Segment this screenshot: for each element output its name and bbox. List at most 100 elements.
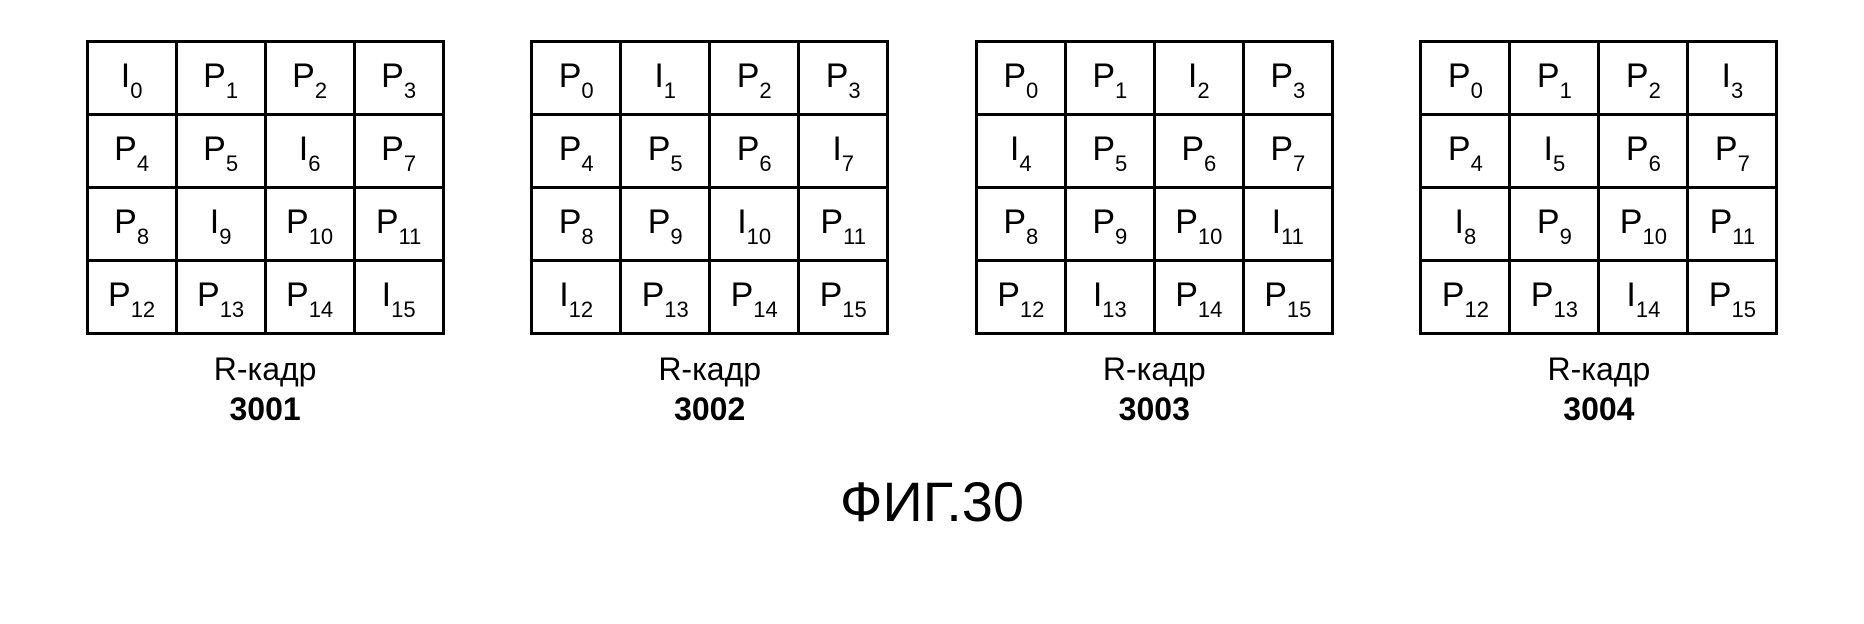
cell-sub: 11 [1281,224,1304,249]
cell-sub: 0 [1026,78,1038,103]
cell-letter: P [642,276,665,314]
cell: I14 [1599,261,1688,334]
cell-sub: 2 [759,78,771,103]
cell-letter: P [381,130,404,168]
cell: P5 [621,115,710,188]
cell: P13 [176,261,265,334]
cell: P10 [1599,188,1688,261]
cell-letter: P [1626,57,1649,95]
cell: P2 [710,42,799,115]
cell-letter: P [1620,203,1643,241]
cell-letter: P [1003,57,1026,95]
cell-letter: P [1175,276,1198,314]
cell-letter: P [737,57,760,95]
cell-sub: 14 [1636,297,1660,322]
cell-sub: 13 [220,297,244,322]
cell: I7 [799,115,888,188]
cell: P15 [1243,261,1332,334]
cell: P13 [621,261,710,334]
cell-letter: P [648,130,671,168]
cell-sub: 15 [842,297,866,322]
cell-sub: 10 [1198,224,1222,249]
cell-letter: P [559,130,582,168]
grid-table-3003: P0 P1 I2 P3 I4 P5 P6 P7 P8 P9 P10 I11 [975,40,1334,335]
cell-letter: P [1448,130,1471,168]
cell-sub: 7 [842,151,854,176]
cell: I8 [1421,188,1510,261]
grids-row: I0 P1 P2 P3 P4 P5 I6 P7 P8 I9 P10 P11 [0,40,1864,429]
cell-letter: P [1092,130,1115,168]
cell: I12 [532,261,621,334]
grid-block-3002: P0 I1 P2 P3 P4 P5 P6 I7 P8 P9 I10 P11 [530,40,889,429]
cell: I11 [1243,188,1332,261]
cell-letter: I [382,276,391,314]
cell: P0 [532,42,621,115]
cell-letter: P [108,276,131,314]
cell-sub: 15 [1287,297,1311,322]
cell-sub: 9 [219,224,231,249]
cell-letter: I [737,203,746,241]
cell: P13 [1510,261,1599,334]
cell-sub: 10 [747,224,771,249]
cell-sub: 4 [1019,151,1031,176]
cell: I9 [176,188,265,261]
cell-letter: P [648,203,671,241]
cell-letter: P [1092,57,1115,95]
cell: P7 [1688,115,1777,188]
cell: P14 [1154,261,1243,334]
cell-letter: I [1626,276,1635,314]
cell-letter: I [1010,130,1019,168]
cell-sub: 8 [1464,224,1476,249]
cell-sub: 0 [581,78,593,103]
cell: P2 [265,42,354,115]
cell: P7 [354,115,443,188]
cell-sub: 4 [1471,151,1483,176]
cell-letter: P [731,276,754,314]
cell: I2 [1154,42,1243,115]
cell-sub: 4 [137,151,149,176]
grid-table-3001: I0 P1 P2 P3 P4 P5 I6 P7 P8 I9 P10 P11 [86,40,445,335]
cell-sub: 7 [1293,151,1305,176]
cell-sub: 14 [309,297,333,322]
cell: I3 [1688,42,1777,115]
cell: P9 [1065,188,1154,261]
grid-caption-3003: R-кадр 3003 [1103,349,1206,429]
cell-sub: 6 [1649,151,1661,176]
figure-container: I0 P1 P2 P3 P4 P5 I6 P7 P8 I9 P10 P11 [0,0,1864,624]
cell-letter: P [114,203,137,241]
cell-letter: P [1448,57,1471,95]
cell-letter: P [559,57,582,95]
cell-sub: 5 [226,151,238,176]
cell-letter: P [114,130,137,168]
cell-sub: 13 [1102,297,1126,322]
cell-letter: I [654,57,663,95]
cell: P6 [1154,115,1243,188]
cell-sub: 7 [404,151,416,176]
cell-letter: P [1175,203,1198,241]
cell-sub: 10 [1642,224,1666,249]
cell-letter: P [1531,276,1554,314]
cell-letter: P [203,57,226,95]
cell-letter: P [559,203,582,241]
cell-sub: 6 [1204,151,1216,176]
cell: P11 [354,188,443,261]
cell-letter: P [203,130,226,168]
cell-sub: 3 [404,78,416,103]
cell-letter: I [299,130,308,168]
cell-sub: 5 [670,151,682,176]
cell-sub: 8 [1026,224,1038,249]
cell-letter: P [376,203,399,241]
cell-letter: P [1537,203,1560,241]
cell-letter: I [1272,203,1281,241]
grid-table-3004: P0 P1 P2 I3 P4 I5 P6 P7 I8 P9 P10 P11 [1419,40,1778,335]
cell-sub: 5 [1553,151,1565,176]
cell-sub: 7 [1738,151,1750,176]
cell-letter: P [1710,203,1733,241]
cell-sub: 3 [1293,78,1305,103]
cell-letter: P [1709,276,1732,314]
cell: P3 [354,42,443,115]
cell-sub: 12 [569,297,593,322]
caption-id: 3001 [229,391,300,427]
cell: P9 [1510,188,1599,261]
cell-letter: P [1270,57,1293,95]
